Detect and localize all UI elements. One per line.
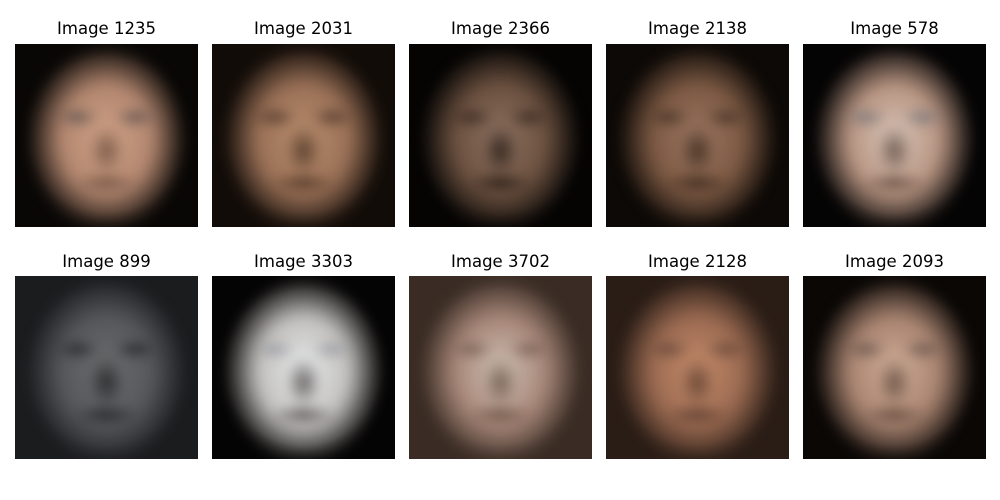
image-vignette xyxy=(803,44,986,227)
panel-title: Image 3702 xyxy=(451,252,550,271)
image-vignette xyxy=(212,276,395,459)
image-vignette xyxy=(606,44,789,227)
face-image xyxy=(606,276,789,459)
panel-title: Image 2031 xyxy=(254,19,353,38)
panel-title: Image 2093 xyxy=(845,252,944,271)
panel-title: Image 899 xyxy=(62,252,151,271)
face-image xyxy=(15,44,198,227)
image-vignette xyxy=(606,276,789,459)
image-vignette xyxy=(803,276,986,459)
panel-title: Image 1235 xyxy=(57,19,156,38)
face-image xyxy=(803,44,986,227)
panel-title: Image 2128 xyxy=(648,252,747,271)
panel-title: Image 2366 xyxy=(451,19,550,38)
face-image xyxy=(212,276,395,459)
panel-title: Image 3303 xyxy=(254,252,353,271)
image-vignette xyxy=(15,276,198,459)
face-image xyxy=(15,276,198,459)
image-vignette xyxy=(212,44,395,227)
face-image xyxy=(606,44,789,227)
face-image xyxy=(409,44,592,227)
image-vignette xyxy=(409,44,592,227)
face-image xyxy=(803,276,986,459)
image-vignette xyxy=(409,276,592,459)
face-image xyxy=(409,276,592,459)
face-image xyxy=(212,44,395,227)
panel-title: Image 2138 xyxy=(648,19,747,38)
panel-title: Image 578 xyxy=(850,19,939,38)
image-vignette xyxy=(15,44,198,227)
